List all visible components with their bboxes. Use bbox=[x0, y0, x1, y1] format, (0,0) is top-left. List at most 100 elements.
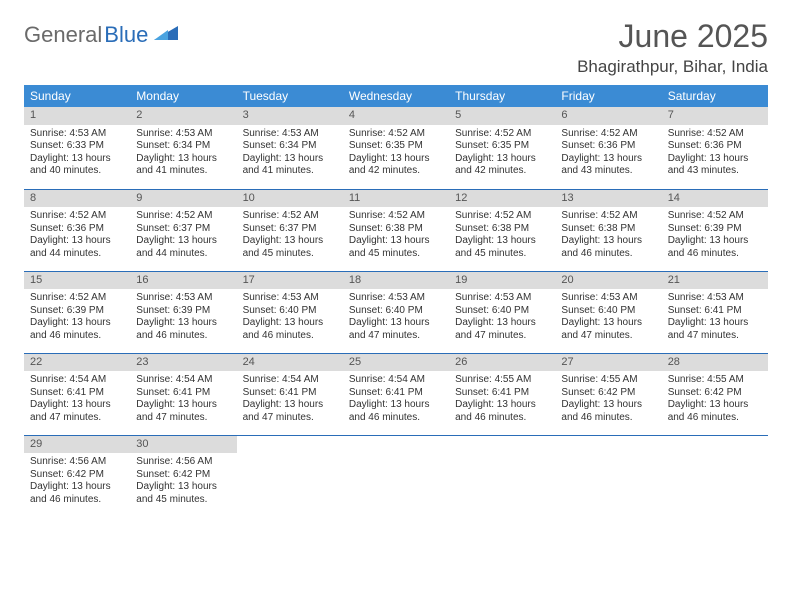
day-details: Sunrise: 4:54 AMSunset: 6:41 PMDaylight:… bbox=[343, 371, 449, 428]
daylight-line: Daylight: 13 hours and 46 minutes. bbox=[243, 317, 337, 342]
daylight-line: Daylight: 13 hours and 47 minutes. bbox=[30, 399, 124, 424]
sunrise-line: Sunrise: 4:53 AM bbox=[243, 128, 337, 141]
sunrise-line: Sunrise: 4:54 AM bbox=[136, 374, 230, 387]
weekday-header: Saturday bbox=[662, 85, 768, 107]
day-number: 28 bbox=[662, 354, 768, 372]
day-details: Sunrise: 4:53 AMSunset: 6:34 PMDaylight:… bbox=[130, 125, 236, 182]
sunset-line: Sunset: 6:36 PM bbox=[30, 223, 124, 236]
day-number: 1 bbox=[24, 107, 130, 125]
logo: General Blue bbox=[24, 22, 180, 48]
day-details: Sunrise: 4:52 AMSunset: 6:38 PMDaylight:… bbox=[343, 207, 449, 264]
day-details: Sunrise: 4:52 AMSunset: 6:35 PMDaylight:… bbox=[449, 125, 555, 182]
day-details: Sunrise: 4:54 AMSunset: 6:41 PMDaylight:… bbox=[24, 371, 130, 428]
calendar-cell: 16Sunrise: 4:53 AMSunset: 6:39 PMDayligh… bbox=[130, 271, 236, 353]
daylight-line: Daylight: 13 hours and 40 minutes. bbox=[30, 153, 124, 178]
sunset-line: Sunset: 6:40 PM bbox=[561, 305, 655, 318]
day-details: Sunrise: 4:54 AMSunset: 6:41 PMDaylight:… bbox=[130, 371, 236, 428]
sunset-line: Sunset: 6:40 PM bbox=[349, 305, 443, 318]
sunset-line: Sunset: 6:38 PM bbox=[455, 223, 549, 236]
day-number: 5 bbox=[449, 107, 555, 125]
daylight-line: Daylight: 13 hours and 46 minutes. bbox=[349, 399, 443, 424]
day-details: Sunrise: 4:55 AMSunset: 6:42 PMDaylight:… bbox=[555, 371, 661, 428]
calendar-cell: 12Sunrise: 4:52 AMSunset: 6:38 PMDayligh… bbox=[449, 189, 555, 271]
day-number: 4 bbox=[343, 107, 449, 125]
day-details: Sunrise: 4:53 AMSunset: 6:40 PMDaylight:… bbox=[237, 289, 343, 346]
day-details: Sunrise: 4:52 AMSunset: 6:38 PMDaylight:… bbox=[555, 207, 661, 264]
sunset-line: Sunset: 6:41 PM bbox=[136, 387, 230, 400]
day-number: 8 bbox=[24, 190, 130, 208]
day-number: 19 bbox=[449, 272, 555, 290]
day-details: Sunrise: 4:52 AMSunset: 6:36 PMDaylight:… bbox=[662, 125, 768, 182]
calendar-cell: 13Sunrise: 4:52 AMSunset: 6:38 PMDayligh… bbox=[555, 189, 661, 271]
sunset-line: Sunset: 6:35 PM bbox=[455, 140, 549, 153]
header: General Blue June 2025 Bhagirathpur, Bih… bbox=[24, 18, 768, 77]
sunset-line: Sunset: 6:42 PM bbox=[561, 387, 655, 400]
sunset-line: Sunset: 6:36 PM bbox=[668, 140, 762, 153]
sunrise-line: Sunrise: 4:54 AM bbox=[30, 374, 124, 387]
sunrise-line: Sunrise: 4:53 AM bbox=[30, 128, 124, 141]
day-details: Sunrise: 4:53 AMSunset: 6:33 PMDaylight:… bbox=[24, 125, 130, 182]
daylight-line: Daylight: 13 hours and 47 minutes. bbox=[455, 317, 549, 342]
sunrise-line: Sunrise: 4:52 AM bbox=[30, 210, 124, 223]
day-number: 25 bbox=[343, 354, 449, 372]
calendar-cell: 14Sunrise: 4:52 AMSunset: 6:39 PMDayligh… bbox=[662, 189, 768, 271]
day-details: Sunrise: 4:52 AMSunset: 6:39 PMDaylight:… bbox=[24, 289, 130, 346]
daylight-line: Daylight: 13 hours and 46 minutes. bbox=[668, 399, 762, 424]
sunset-line: Sunset: 6:38 PM bbox=[561, 223, 655, 236]
sunset-line: Sunset: 6:42 PM bbox=[668, 387, 762, 400]
day-number: 18 bbox=[343, 272, 449, 290]
sunset-line: Sunset: 6:35 PM bbox=[349, 140, 443, 153]
sunrise-line: Sunrise: 4:55 AM bbox=[455, 374, 549, 387]
sunset-line: Sunset: 6:42 PM bbox=[30, 469, 124, 482]
weekday-header: Monday bbox=[130, 85, 236, 107]
day-number: 2 bbox=[130, 107, 236, 125]
daylight-line: Daylight: 13 hours and 46 minutes. bbox=[30, 481, 124, 506]
calendar-table: Sunday Monday Tuesday Wednesday Thursday… bbox=[24, 85, 768, 517]
sunrise-line: Sunrise: 4:53 AM bbox=[561, 292, 655, 305]
day-details: Sunrise: 4:55 AMSunset: 6:41 PMDaylight:… bbox=[449, 371, 555, 428]
calendar-cell: 8Sunrise: 4:52 AMSunset: 6:36 PMDaylight… bbox=[24, 189, 130, 271]
day-details: Sunrise: 4:53 AMSunset: 6:34 PMDaylight:… bbox=[237, 125, 343, 182]
weekday-header: Tuesday bbox=[237, 85, 343, 107]
daylight-line: Daylight: 13 hours and 46 minutes. bbox=[136, 317, 230, 342]
day-number: 13 bbox=[555, 190, 661, 208]
daylight-line: Daylight: 13 hours and 46 minutes. bbox=[561, 399, 655, 424]
logo-text-general: General bbox=[24, 22, 102, 48]
day-details: Sunrise: 4:53 AMSunset: 6:41 PMDaylight:… bbox=[662, 289, 768, 346]
daylight-line: Daylight: 13 hours and 43 minutes. bbox=[668, 153, 762, 178]
day-number: 29 bbox=[24, 436, 130, 454]
daylight-line: Daylight: 13 hours and 44 minutes. bbox=[136, 235, 230, 260]
day-details: Sunrise: 4:52 AMSunset: 6:39 PMDaylight:… bbox=[662, 207, 768, 264]
sunset-line: Sunset: 6:39 PM bbox=[668, 223, 762, 236]
calendar-cell: 4Sunrise: 4:52 AMSunset: 6:35 PMDaylight… bbox=[343, 107, 449, 189]
logo-triangle-icon bbox=[154, 24, 180, 47]
calendar-cell: 1Sunrise: 4:53 AMSunset: 6:33 PMDaylight… bbox=[24, 107, 130, 189]
calendar-cell: 17Sunrise: 4:53 AMSunset: 6:40 PMDayligh… bbox=[237, 271, 343, 353]
calendar-cell: 5Sunrise: 4:52 AMSunset: 6:35 PMDaylight… bbox=[449, 107, 555, 189]
day-details: Sunrise: 4:52 AMSunset: 6:37 PMDaylight:… bbox=[237, 207, 343, 264]
calendar-cell: .. bbox=[237, 435, 343, 517]
calendar-cell: .. bbox=[662, 435, 768, 517]
weekday-header: Thursday bbox=[449, 85, 555, 107]
day-details: Sunrise: 4:53 AMSunset: 6:40 PMDaylight:… bbox=[555, 289, 661, 346]
sunrise-line: Sunrise: 4:53 AM bbox=[668, 292, 762, 305]
calendar-cell: 15Sunrise: 4:52 AMSunset: 6:39 PMDayligh… bbox=[24, 271, 130, 353]
sunrise-line: Sunrise: 4:52 AM bbox=[668, 210, 762, 223]
calendar-cell: 18Sunrise: 4:53 AMSunset: 6:40 PMDayligh… bbox=[343, 271, 449, 353]
day-number: 7 bbox=[662, 107, 768, 125]
weekday-header: Sunday bbox=[24, 85, 130, 107]
calendar-row: 8Sunrise: 4:52 AMSunset: 6:36 PMDaylight… bbox=[24, 189, 768, 271]
weekday-header: Friday bbox=[555, 85, 661, 107]
calendar-row: 15Sunrise: 4:52 AMSunset: 6:39 PMDayligh… bbox=[24, 271, 768, 353]
day-number: 27 bbox=[555, 354, 661, 372]
sunset-line: Sunset: 6:41 PM bbox=[30, 387, 124, 400]
day-details: Sunrise: 4:52 AMSunset: 6:35 PMDaylight:… bbox=[343, 125, 449, 182]
sunset-line: Sunset: 6:39 PM bbox=[30, 305, 124, 318]
sunrise-line: Sunrise: 4:52 AM bbox=[136, 210, 230, 223]
day-number: 20 bbox=[555, 272, 661, 290]
sunset-line: Sunset: 6:36 PM bbox=[561, 140, 655, 153]
day-number: 6 bbox=[555, 107, 661, 125]
day-number: 9 bbox=[130, 190, 236, 208]
sunrise-line: Sunrise: 4:53 AM bbox=[136, 128, 230, 141]
daylight-line: Daylight: 13 hours and 46 minutes. bbox=[668, 235, 762, 260]
